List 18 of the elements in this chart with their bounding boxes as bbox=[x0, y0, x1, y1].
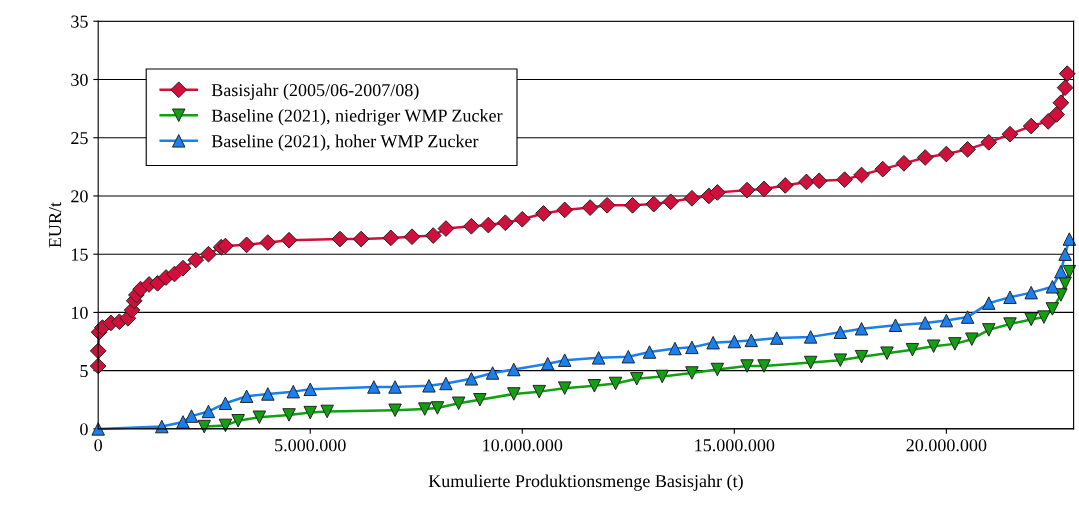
y-tick-label: 30 bbox=[71, 73, 88, 86]
x-tick-label: 20.000.000 bbox=[906, 439, 987, 452]
y-tick-label: 15 bbox=[72, 248, 88, 261]
y-tick-label: 0 bbox=[80, 423, 88, 436]
y-tick-label: 35 bbox=[71, 15, 88, 28]
legend-label: Basisjahr (2005/06-2007/08) bbox=[211, 83, 419, 100]
x-tick-label: 10.000.000 bbox=[483, 439, 563, 452]
x-tick-label: 0 bbox=[94, 439, 103, 452]
legend-label: Baseline (2021), hoher WMP Zucker bbox=[211, 134, 479, 151]
legend-label: Baseline (2021), niedriger WMP Zucker bbox=[211, 109, 503, 126]
x-axis-title: Kumulierte Produktionsmenge Basisjahr (t) bbox=[428, 474, 743, 491]
y-axis-title: EUR/t bbox=[49, 202, 62, 248]
y-tick-label: 5 bbox=[80, 365, 88, 378]
y-tick-label: 10 bbox=[72, 306, 88, 319]
y-tick-label: 20 bbox=[71, 190, 88, 203]
x-tick-label: 15.000.000 bbox=[695, 439, 775, 452]
y-tick-label: 25 bbox=[71, 132, 88, 145]
x-tick-label: 5.000.000 bbox=[275, 439, 346, 452]
